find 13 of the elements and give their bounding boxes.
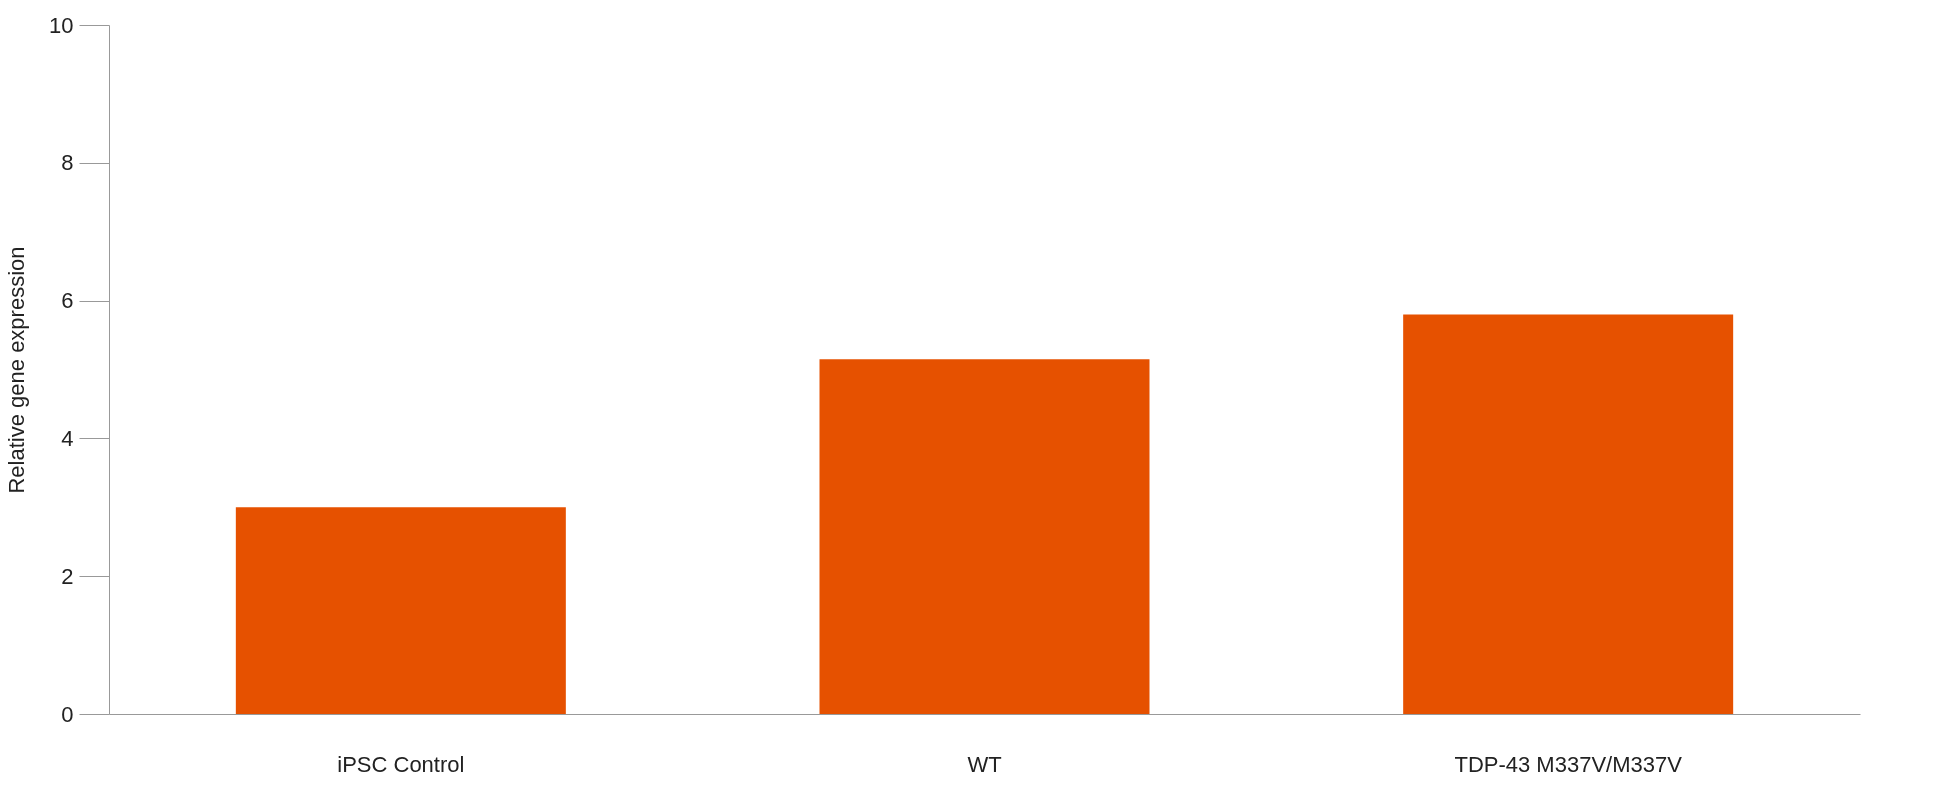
bar [235,507,566,714]
y-tick-label: 4 [61,425,74,451]
y-tick-label: 6 [61,288,74,314]
bar [819,359,1150,714]
bar [1403,314,1734,714]
x-tick-label: iPSC Control [337,751,465,777]
x-tick-label: WT [967,751,1002,777]
y-tick-label: 0 [61,701,74,727]
x-tick-label: TDP-43 M337V/M337V [1454,751,1683,777]
y-axis-title: Relative gene expression [4,246,30,494]
y-tick-label: 10 [49,12,74,38]
y-tick-label: 8 [61,150,74,176]
y-tick-label: 2 [61,563,74,589]
